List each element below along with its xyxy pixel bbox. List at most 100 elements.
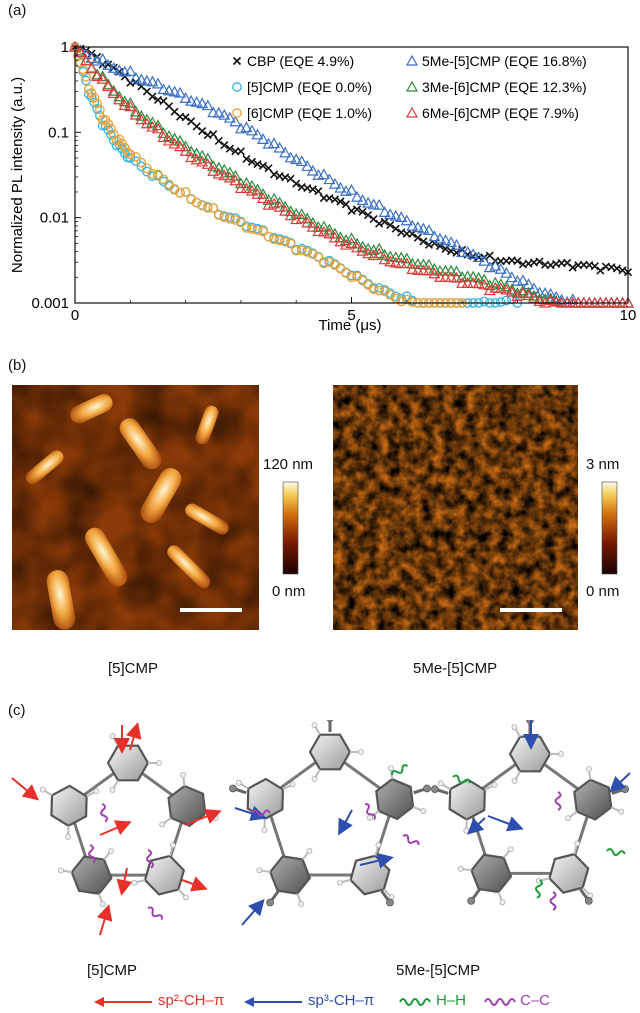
data-point-interp xyxy=(422,258,435,270)
data-point xyxy=(428,230,441,242)
data-point-interp xyxy=(367,244,380,255)
data-point-interp xyxy=(527,291,541,303)
legend-marker xyxy=(232,108,242,118)
data-point-interp xyxy=(433,232,446,244)
data-point-interp xyxy=(175,187,185,198)
data-point-interp xyxy=(334,235,347,247)
data-point-interp xyxy=(257,192,270,203)
x-tick-label: 0 xyxy=(71,307,79,324)
data-point xyxy=(401,294,412,305)
hydrogen-atom xyxy=(159,821,166,828)
hh-wave xyxy=(391,764,409,776)
data-point-interp xyxy=(190,95,203,107)
hydrogen-atom xyxy=(558,751,564,757)
hydrogen-atom xyxy=(93,788,100,795)
data-point-interp xyxy=(223,166,236,178)
data-point-interp xyxy=(339,185,352,196)
data-point-interp xyxy=(461,245,474,257)
afm-caption-right: 5Me-[5]CMP xyxy=(413,660,498,677)
data-point-interp xyxy=(351,241,364,253)
data-point-interp xyxy=(162,84,176,96)
data-point-interp xyxy=(245,124,258,136)
data-point-interp xyxy=(445,271,458,283)
data-point-interp xyxy=(612,264,622,273)
data-point xyxy=(236,217,246,228)
data-point xyxy=(596,266,605,275)
data-point-interp xyxy=(384,208,397,220)
benzene-ring xyxy=(269,855,312,895)
benzene-ring xyxy=(143,854,186,896)
colorbar-right-max: 3 nm xyxy=(586,456,620,473)
cc-wave xyxy=(402,834,420,846)
data-point-interp xyxy=(411,264,424,275)
data-point-interp xyxy=(157,83,170,95)
sp2-ch-pi-arrow xyxy=(99,820,132,836)
data-point-interp xyxy=(218,108,231,120)
data-point xyxy=(96,52,109,64)
data-point-interp xyxy=(146,116,159,128)
data-point xyxy=(151,119,164,131)
data-point-interp xyxy=(85,62,98,74)
data-point-interp xyxy=(435,241,445,251)
hydrogen-atom xyxy=(236,779,242,786)
sp2-ch-pi-arrow xyxy=(184,808,222,826)
hydrogen-atom xyxy=(298,901,305,907)
data-point-interp xyxy=(129,105,142,117)
interaction-markers xyxy=(11,720,631,936)
data-point xyxy=(180,187,191,197)
data-point-interp xyxy=(369,214,378,224)
data-point xyxy=(264,164,273,173)
benzene-ring xyxy=(548,852,590,894)
data-point-interp xyxy=(417,222,430,234)
legend-label: 3Me-[6]CMP (EQE 12.3%) xyxy=(422,79,587,95)
hydrogen-atom xyxy=(586,765,592,772)
data-point-interp xyxy=(113,64,126,76)
data-point-interp xyxy=(185,151,198,163)
data-point-interp xyxy=(253,160,262,169)
data-point-interp xyxy=(213,210,224,220)
data-point-interp xyxy=(102,80,115,92)
benzene-ring xyxy=(508,735,552,773)
data-point-interp xyxy=(257,133,270,144)
methyl-carbon xyxy=(423,784,431,793)
data-point-interp xyxy=(225,144,234,153)
data-point-interp xyxy=(280,236,290,247)
benzene-ring xyxy=(470,853,513,894)
legend-marker xyxy=(232,56,242,66)
data-point-interp xyxy=(406,219,419,231)
legend-label: CBP (EQE 4.9%) xyxy=(247,53,354,69)
data-point-interp xyxy=(396,296,407,307)
data-point-interp xyxy=(328,177,341,189)
data-point-interp xyxy=(136,161,147,172)
data-point-interp xyxy=(535,257,544,266)
data-point-interp xyxy=(384,255,397,267)
sp3-ch-pi-arrow xyxy=(467,817,486,835)
data-point-interp xyxy=(229,115,242,127)
data-point-interp xyxy=(268,192,281,204)
data-point-interp xyxy=(129,108,142,120)
data-point-interp xyxy=(229,174,242,186)
data-point xyxy=(96,72,109,84)
data-point-interp xyxy=(224,213,235,224)
data-point-interp xyxy=(362,196,375,208)
data-point-interp xyxy=(445,264,458,276)
data-point-interp xyxy=(395,257,408,269)
hydrogen-atom xyxy=(170,842,176,849)
y-tick-label: 0.001 xyxy=(31,295,69,312)
data-point-interp xyxy=(102,78,115,90)
data-point-interp xyxy=(168,85,181,97)
colorbar-left xyxy=(282,481,299,575)
data-point-interp xyxy=(500,266,513,278)
legend-entry: CBP (EQE 4.9%) xyxy=(232,53,354,69)
methyl-carbon xyxy=(326,720,334,722)
data-point-interp xyxy=(130,151,141,162)
data-point-interp xyxy=(424,240,433,249)
legend-entry: [5]CMP (EQE 0.0%) xyxy=(232,79,372,95)
data-point-interp xyxy=(395,211,408,223)
data-point-interp xyxy=(229,169,242,181)
data-point xyxy=(290,207,303,219)
data-point-interp xyxy=(86,88,97,98)
hydrogen-atom xyxy=(99,901,106,907)
data-point-interp xyxy=(223,171,236,183)
hydrogen-atom xyxy=(437,780,444,787)
